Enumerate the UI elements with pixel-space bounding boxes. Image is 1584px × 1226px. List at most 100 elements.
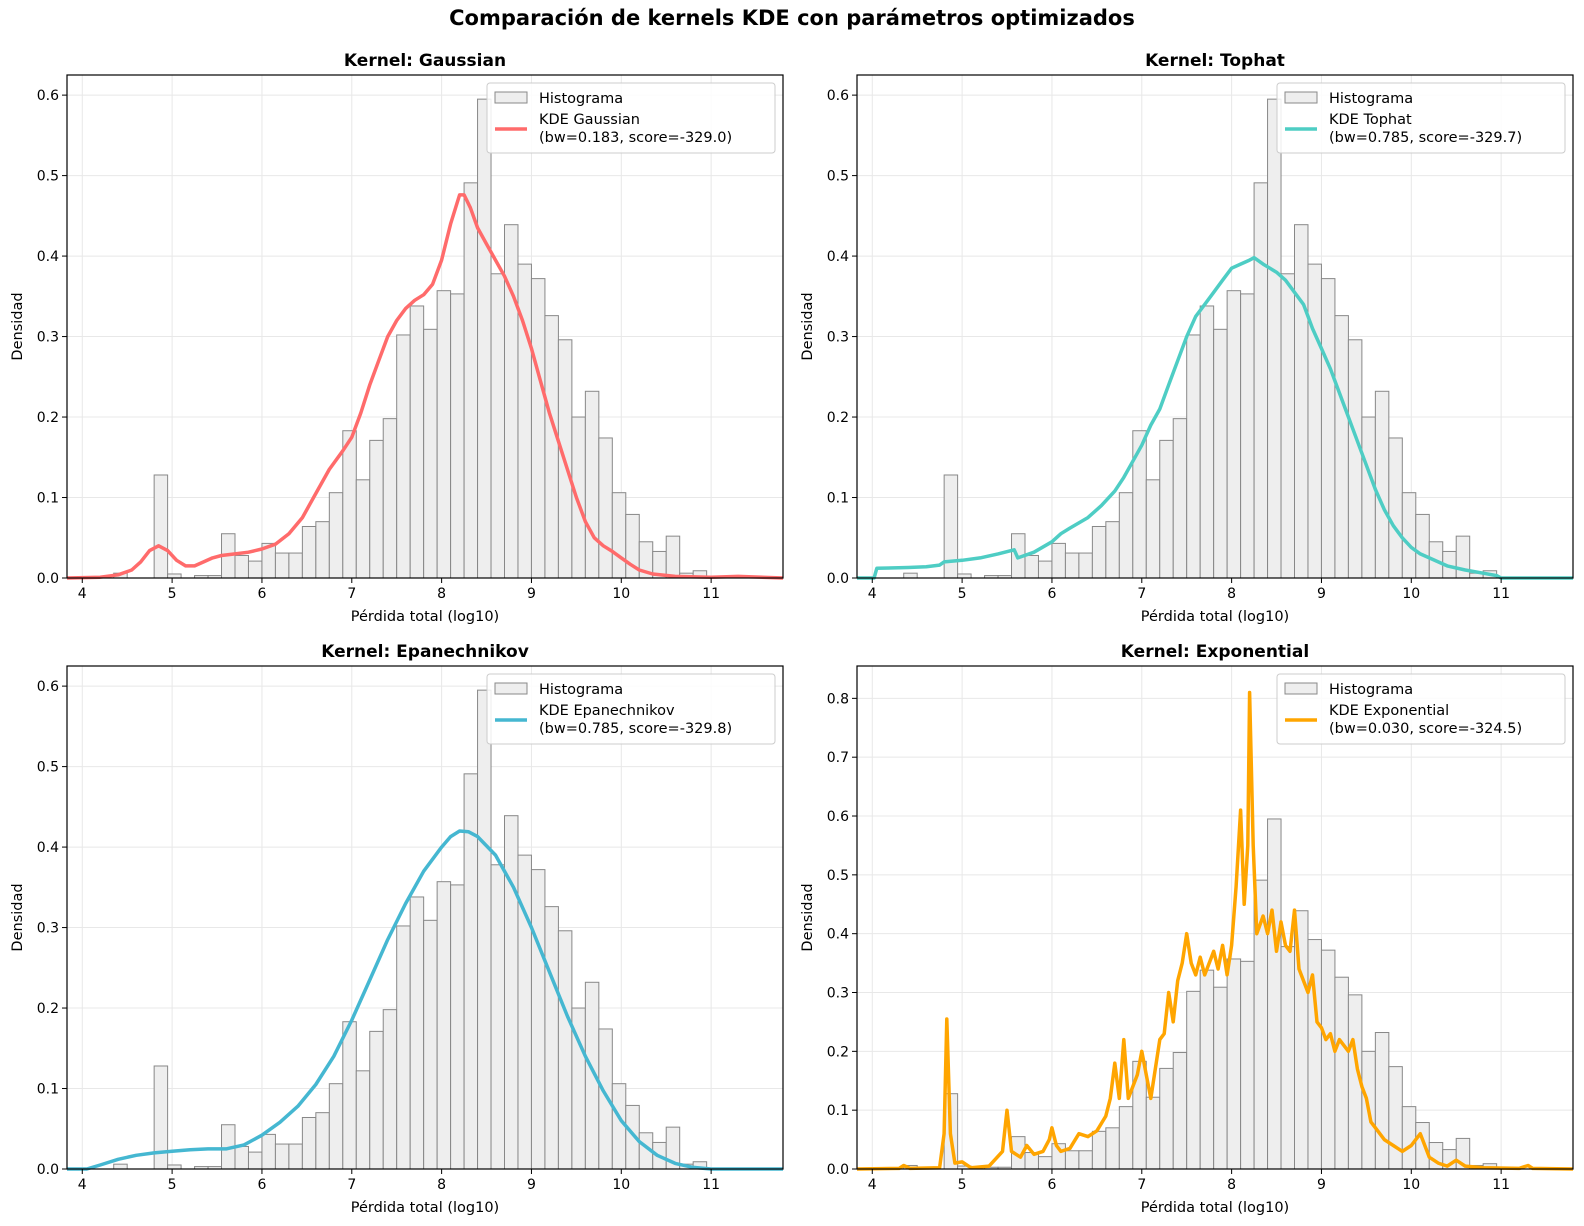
legend: Histograma KDE Gaussian (bw=0.183, score=-… bbox=[486, 82, 776, 154]
y-tick-label: 0.4 bbox=[827, 249, 849, 265]
legend-box bbox=[1276, 82, 1566, 154]
histogram-bar bbox=[1320, 278, 1336, 579]
y-tick-label: 0.3 bbox=[827, 986, 849, 1002]
histogram-bar bbox=[1118, 492, 1134, 579]
histogram-bar bbox=[261, 1133, 276, 1170]
x-tick-label: 6 bbox=[1047, 586, 1056, 602]
histogram-bar bbox=[355, 1070, 371, 1170]
y-tick-label: 0.3 bbox=[827, 330, 849, 346]
legend-box bbox=[1276, 673, 1566, 745]
x-tick-label: 11 bbox=[1492, 1177, 1510, 1193]
y-tick-label: 0.1 bbox=[827, 491, 849, 507]
histogram-bar bbox=[301, 1116, 317, 1170]
histogram-bar bbox=[504, 815, 519, 1170]
histogram-bar bbox=[1226, 290, 1242, 579]
histogram-bar bbox=[382, 1009, 398, 1170]
histogram-bar bbox=[450, 884, 465, 1170]
y-tick-label: 0.7 bbox=[827, 750, 849, 766]
x-tick-label: 9 bbox=[527, 1177, 536, 1193]
x-axis-label: Pérdida total (log10) bbox=[351, 1200, 499, 1216]
x-tick-label: 10 bbox=[612, 1177, 630, 1193]
histogram-bar bbox=[1361, 416, 1376, 579]
x-tick-label: 9 bbox=[1317, 1177, 1326, 1193]
legend-kde-label: KDE Tophat (bw=0.785, score=-329.7) bbox=[1329, 112, 1522, 146]
y-tick-label: 0.2 bbox=[827, 410, 849, 426]
y-tick-label: 0.6 bbox=[827, 88, 849, 104]
histogram-bar bbox=[1267, 818, 1282, 1170]
y-tick-label: 0.4 bbox=[37, 249, 59, 265]
x-tick-label: 6 bbox=[1047, 1177, 1056, 1193]
x-axis-label: Pérdida total (log10) bbox=[351, 609, 499, 625]
y-axis-label: Densidad bbox=[10, 292, 26, 360]
histogram-bar bbox=[247, 560, 263, 579]
histogram-bar bbox=[1280, 273, 1296, 579]
histogram-bar bbox=[584, 390, 600, 579]
y-tick-label: 0.5 bbox=[37, 760, 59, 776]
y-tick-label: 0.6 bbox=[37, 88, 59, 104]
histogram-bar bbox=[167, 1164, 182, 1170]
x-tick-label: 4 bbox=[868, 586, 877, 602]
histogram-bar bbox=[436, 881, 452, 1170]
legend-hist-swatch bbox=[494, 682, 528, 695]
histogram-bar bbox=[1172, 1052, 1188, 1170]
y-tick-label: 0.1 bbox=[37, 491, 59, 507]
y-tick-label: 0.5 bbox=[37, 169, 59, 185]
histogram-bar bbox=[1105, 1127, 1120, 1170]
histogram-bar bbox=[1064, 1150, 1080, 1170]
legend: Histograma KDE Epanechnikov (bw=0.785, sco… bbox=[486, 673, 776, 745]
y-tick-label: 0.2 bbox=[37, 410, 59, 426]
subplot-4: 4 5 6 7 8 9 10 11 0.0 0.1 0.2 0.3 0.4 0.5 0.6 0.7 0.8 Ker… bbox=[800, 642, 1574, 1216]
y-tick-label: 0.3 bbox=[37, 921, 59, 937]
histogram-bar bbox=[274, 552, 290, 579]
histogram-bar bbox=[315, 1112, 330, 1170]
y-tick-label: 0.1 bbox=[37, 1082, 59, 1098]
histogram-bar bbox=[490, 273, 506, 579]
histogram-bar bbox=[598, 437, 613, 579]
histogram-bar bbox=[301, 525, 317, 579]
histogram-bar bbox=[1415, 1122, 1430, 1170]
histogram-bar bbox=[1267, 98, 1282, 579]
histogram-bar bbox=[1078, 552, 1093, 579]
histogram-bar bbox=[463, 182, 479, 579]
x-tick-label: 11 bbox=[702, 1177, 720, 1193]
x-tick-label: 9 bbox=[1317, 586, 1326, 602]
histogram-bar bbox=[288, 1143, 303, 1170]
kde-curve bbox=[856, 690, 1574, 1171]
histogram-bar bbox=[274, 1143, 290, 1170]
y-axis-label: Densidad bbox=[10, 883, 26, 951]
x-tick-label: 5 bbox=[168, 586, 177, 602]
histogram-bar bbox=[477, 689, 492, 1170]
histogram-bar bbox=[1064, 552, 1080, 579]
histogram-bar bbox=[1145, 1096, 1161, 1170]
histogram-bar bbox=[1280, 946, 1296, 1170]
histogram-bar bbox=[1199, 969, 1215, 1170]
x-tick-label: 11 bbox=[702, 586, 720, 602]
x-tick-label: 10 bbox=[1402, 1177, 1420, 1193]
axes-frame bbox=[66, 74, 784, 579]
histogram-bar bbox=[396, 925, 411, 1170]
x-tick-label: 10 bbox=[1402, 586, 1420, 602]
y-axis-label: Densidad bbox=[800, 883, 816, 951]
kde-curve bbox=[66, 193, 784, 580]
y-tick-label: 0.0 bbox=[827, 1162, 849, 1178]
y-tick-label: 0.8 bbox=[827, 691, 849, 707]
x-tick-label: 4 bbox=[78, 1177, 87, 1193]
subplot-2: 4 5 6 7 8 9 10 11 0.0 0.1 0.2 0.3 0.4 0.5 0.6 Kernel: T… bbox=[800, 51, 1574, 625]
y-tick-label: 0.5 bbox=[827, 868, 849, 884]
histogram-bar bbox=[436, 290, 452, 579]
histogram-bar bbox=[611, 1083, 627, 1170]
y-tick-label: 0.6 bbox=[37, 679, 59, 695]
x-tick-label: 7 bbox=[1137, 1177, 1146, 1193]
histogram-bar bbox=[530, 278, 546, 579]
legend-hist-label: Histograma bbox=[539, 682, 623, 698]
histogram-bar bbox=[957, 573, 972, 579]
histogram-bar bbox=[1159, 439, 1174, 579]
x-tick-label: 6 bbox=[257, 1177, 266, 1193]
histogram-bar bbox=[1240, 293, 1255, 579]
histogram-bar bbox=[1253, 182, 1269, 579]
legend-box bbox=[486, 673, 776, 745]
y-tick-label: 0.5 bbox=[827, 169, 849, 185]
histogram-bar bbox=[1186, 334, 1201, 579]
histogram-bar bbox=[288, 552, 303, 579]
